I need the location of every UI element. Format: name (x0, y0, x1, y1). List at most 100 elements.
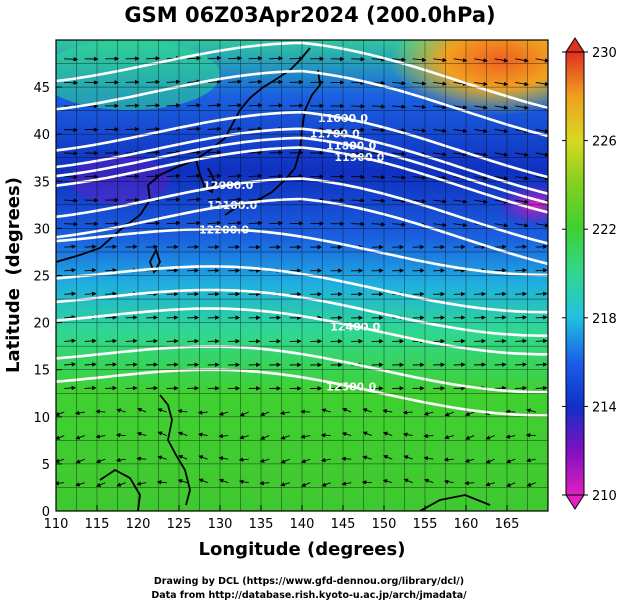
x-tick-label: 155 (413, 517, 438, 532)
wind-vector (403, 455, 413, 460)
wind-vector (125, 338, 138, 344)
wind-vector (157, 455, 167, 460)
wind-vector (465, 435, 475, 440)
wind-vector (371, 104, 386, 109)
wind-vector (207, 103, 222, 108)
wind-vector (84, 291, 97, 297)
contour-label: 12200.0 (199, 223, 249, 236)
wind-vector (228, 173, 243, 179)
y-tick-label: 0 (42, 505, 50, 520)
wind-vector (342, 407, 352, 413)
wind-vector (248, 56, 263, 61)
wind-vector (84, 244, 97, 249)
wind-vector (280, 435, 290, 440)
wind-vector (136, 431, 147, 437)
wind-vector (248, 126, 263, 132)
colorbar-tick-label: 226 (592, 135, 617, 150)
wind-vector (198, 455, 208, 460)
colorbar: 210 214 218 222 226 230 (562, 37, 617, 510)
wind-vector (433, 104, 447, 110)
wind-vector (515, 362, 528, 367)
wind-vector (474, 175, 488, 181)
coastline-new-guinea (419, 494, 491, 511)
wind-vector (423, 456, 434, 461)
wind-vector (474, 152, 488, 157)
contour-label: 11800.0 (326, 140, 376, 153)
wind-vector (392, 104, 407, 109)
wind-vector (146, 79, 161, 85)
wind-vector (280, 458, 290, 464)
wind-vector (84, 362, 97, 367)
contour-label: 11700.0 (310, 127, 360, 140)
wind-vector (444, 434, 454, 440)
wind-vector (228, 197, 243, 202)
y-tick-label: 10 (33, 411, 50, 426)
x-tick-label: 145 (331, 517, 356, 532)
wind-vector (453, 268, 466, 273)
wind-vector (382, 431, 393, 437)
wind-vector (105, 385, 118, 391)
credit-drawing: Drawing by DCL (https://www.gfd-dennou.o… (154, 576, 464, 587)
wind-vector (56, 435, 65, 440)
wind-vector (412, 57, 427, 63)
wind-vector (320, 457, 331, 463)
wind-vector (259, 411, 270, 417)
wind-vector (146, 56, 161, 61)
colorbar-tick-label: 218 (592, 312, 617, 327)
wind-vector (443, 479, 454, 484)
colorbar-tick-label: 214 (592, 400, 617, 415)
wind-vector (300, 434, 311, 439)
x-axis-label: Longitude (degrees) (199, 539, 406, 560)
wind-vector (515, 223, 529, 228)
wind-vector (207, 150, 222, 155)
x-tick-label: 160 (454, 517, 479, 532)
wind-vector (64, 338, 77, 344)
wind-vector (207, 55, 222, 61)
wind-vector (412, 81, 427, 86)
wind-vector (136, 456, 147, 461)
wind-vector (494, 175, 509, 181)
wind-vector (115, 457, 126, 463)
wind-vector (515, 58, 529, 63)
wind-vector (64, 385, 77, 391)
wind-vector (64, 362, 77, 367)
wind-vector (535, 175, 548, 181)
wind-vector (137, 407, 147, 413)
wind-vector (146, 362, 159, 367)
wind-vector (525, 433, 536, 438)
wind-vector (453, 315, 466, 320)
x-axis-ticks: 110 115 120 125 130 135 140 145 150 155 160 165 (44, 505, 519, 532)
wind-vector (136, 481, 147, 486)
wind-vector (371, 127, 386, 133)
wind-vector (474, 81, 488, 87)
wind-vector (74, 410, 85, 416)
wind-vector (156, 480, 167, 485)
wind-vector (248, 173, 263, 179)
wind-vector (228, 220, 243, 226)
wind-vector (84, 268, 97, 273)
wind-vector (321, 408, 331, 413)
wind-vector (64, 221, 79, 227)
wind-vector (515, 199, 529, 204)
wind-vector (351, 151, 366, 156)
coastline-borneo (99, 468, 141, 511)
wind-vector (494, 385, 507, 391)
wind-vector (218, 433, 229, 439)
wind-vector (269, 56, 284, 61)
wind-vector (187, 197, 202, 202)
wind-vector (146, 338, 159, 344)
wind-vector (423, 433, 434, 439)
wind-vector (392, 175, 407, 180)
wind-vector (433, 128, 447, 133)
wind-vector (351, 104, 366, 109)
wind-vector (383, 455, 393, 460)
wind-vector (64, 56, 79, 62)
wind-vector (198, 478, 208, 484)
wind-vector (362, 455, 372, 460)
wind-vector (64, 127, 79, 133)
wind-vector (402, 432, 413, 437)
wind-vector (494, 291, 507, 297)
wind-vector (157, 431, 167, 437)
wind-vector (453, 105, 468, 110)
